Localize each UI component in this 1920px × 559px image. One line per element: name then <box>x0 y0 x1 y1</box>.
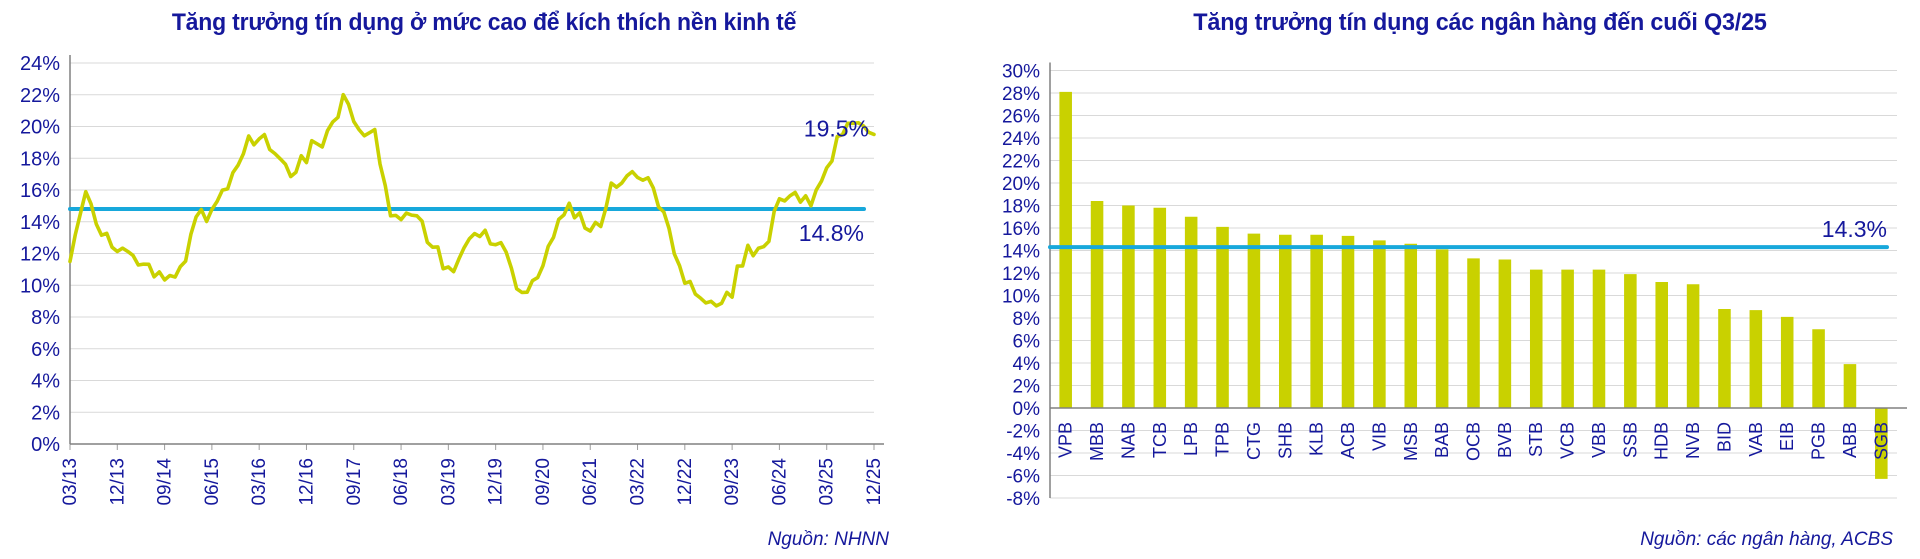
svg-text:09/14: 09/14 <box>155 458 176 506</box>
svg-text:PGB: PGB <box>1809 422 1829 460</box>
svg-text:03/19: 03/19 <box>438 458 459 506</box>
svg-text:ABB: ABB <box>1840 422 1860 458</box>
svg-text:16%: 16% <box>1002 219 1040 240</box>
svg-text:STB: STB <box>1526 422 1546 457</box>
svg-text:12/22: 12/22 <box>675 458 696 506</box>
svg-text:06/15: 06/15 <box>202 458 223 506</box>
svg-text:8%: 8% <box>1013 309 1041 330</box>
svg-text:09/20: 09/20 <box>533 458 554 506</box>
svg-text:28%: 28% <box>1002 84 1040 105</box>
svg-text:16%: 16% <box>20 180 60 202</box>
svg-text:18%: 18% <box>1002 197 1040 218</box>
svg-text:VAB: VAB <box>1746 422 1766 457</box>
svg-text:03/16: 03/16 <box>249 458 270 506</box>
svg-text:18%: 18% <box>20 148 60 170</box>
svg-text:EIB: EIB <box>1777 422 1797 451</box>
svg-text:10%: 10% <box>1002 287 1040 308</box>
svg-text:24%: 24% <box>20 53 60 75</box>
svg-text:SGB: SGB <box>1871 422 1891 460</box>
svg-text:2%: 2% <box>1013 377 1041 398</box>
svg-text:6%: 6% <box>1013 332 1041 353</box>
svg-text:KLB: KLB <box>1307 422 1327 456</box>
svg-text:MBB: MBB <box>1087 422 1107 461</box>
svg-text:BID: BID <box>1714 422 1734 452</box>
svg-text:-2%: -2% <box>1006 422 1040 443</box>
svg-text:09/17: 09/17 <box>344 458 365 506</box>
svg-text:03/22: 03/22 <box>628 458 649 506</box>
svg-text:06/24: 06/24 <box>769 458 790 506</box>
svg-text:22%: 22% <box>20 85 60 107</box>
svg-text:19.5%: 19.5% <box>804 115 869 141</box>
svg-text:14%: 14% <box>20 212 60 234</box>
svg-text:VCB: VCB <box>1558 422 1578 459</box>
svg-text:6%: 6% <box>31 339 60 361</box>
svg-text:-8%: -8% <box>1006 489 1040 510</box>
svg-text:26%: 26% <box>1002 107 1040 128</box>
svg-text:14%: 14% <box>1002 242 1040 263</box>
svg-text:06/18: 06/18 <box>391 458 412 506</box>
svg-text:09/23: 09/23 <box>722 458 743 506</box>
svg-text:14.3%: 14.3% <box>1822 216 1887 242</box>
svg-text:03/13: 03/13 <box>60 458 81 506</box>
svg-text:12%: 12% <box>20 244 60 266</box>
svg-text:03/25: 03/25 <box>817 458 838 506</box>
svg-text:12%: 12% <box>1002 264 1040 285</box>
svg-text:06/21: 06/21 <box>580 458 601 506</box>
svg-text:8%: 8% <box>31 307 60 329</box>
svg-text:BVB: BVB <box>1495 422 1515 458</box>
svg-text:20%: 20% <box>1002 174 1040 195</box>
svg-text:12/16: 12/16 <box>296 458 317 506</box>
svg-text:12/19: 12/19 <box>486 458 507 506</box>
svg-text:22%: 22% <box>1002 152 1040 173</box>
svg-text:12/13: 12/13 <box>107 458 128 506</box>
svg-text:NVB: NVB <box>1683 422 1703 459</box>
svg-text:24%: 24% <box>1002 129 1040 150</box>
svg-text:CTG: CTG <box>1244 422 1264 460</box>
svg-text:-6%: -6% <box>1006 467 1040 488</box>
svg-text:2%: 2% <box>31 402 60 424</box>
svg-text:LPB: LPB <box>1181 422 1201 456</box>
svg-text:14.8%: 14.8% <box>799 220 864 246</box>
svg-text:NAB: NAB <box>1118 422 1138 459</box>
svg-text:VIB: VIB <box>1369 422 1389 451</box>
svg-text:OCB: OCB <box>1464 422 1484 461</box>
svg-text:TPB: TPB <box>1213 422 1233 457</box>
svg-text:4%: 4% <box>31 371 60 393</box>
svg-text:SHB: SHB <box>1275 422 1295 459</box>
svg-text:ACB: ACB <box>1338 422 1358 459</box>
svg-text:10%: 10% <box>20 275 60 297</box>
svg-text:4%: 4% <box>1013 354 1041 375</box>
svg-text:SSB: SSB <box>1620 422 1640 458</box>
svg-text:BAB: BAB <box>1432 422 1452 458</box>
svg-text:HDB: HDB <box>1652 422 1672 460</box>
svg-text:20%: 20% <box>20 117 60 139</box>
svg-text:30%: 30% <box>1002 62 1040 83</box>
svg-text:TCB: TCB <box>1150 422 1170 458</box>
svg-text:VPB: VPB <box>1056 422 1076 458</box>
svg-text:0%: 0% <box>1013 399 1041 420</box>
svg-text:-4%: -4% <box>1006 444 1040 465</box>
svg-text:12/25: 12/25 <box>864 458 885 506</box>
svg-text:MSB: MSB <box>1401 422 1421 461</box>
svg-text:VBB: VBB <box>1589 422 1609 458</box>
svg-text:0%: 0% <box>31 434 60 456</box>
